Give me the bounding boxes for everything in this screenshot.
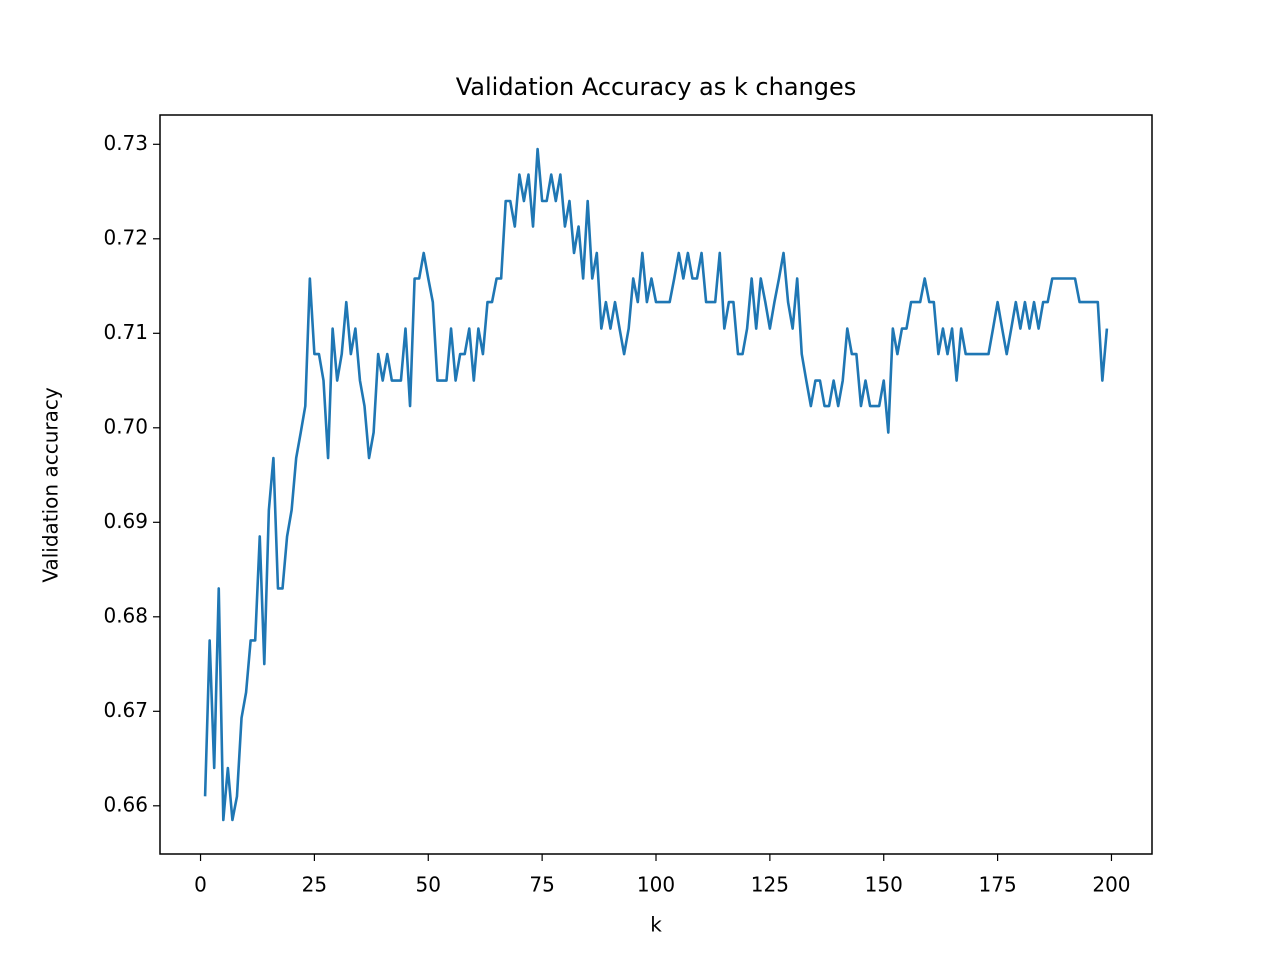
y-tick-label: 0.71 [103, 320, 148, 344]
plot-frame [159, 114, 1153, 855]
x-tick-label: 25 [302, 873, 327, 897]
y-tick-label: 0.73 [103, 131, 148, 155]
y-tick-label: 0.70 [103, 414, 148, 438]
x-tick-label: 125 [751, 873, 789, 897]
x-axis-label: k [650, 913, 662, 937]
y-tick-label: 0.72 [103, 225, 148, 249]
x-tick-label: 50 [416, 873, 441, 897]
data-line [203, 147, 1109, 822]
y-tick-label: 0.67 [103, 698, 148, 722]
x-tick-label: 75 [529, 873, 554, 897]
y-axis-label: Validation accuracy [39, 387, 63, 583]
y-tick-label: 0.68 [103, 603, 148, 627]
x-tick-label: 150 [865, 873, 903, 897]
x-tick-label: 200 [1092, 873, 1130, 897]
x-tick-label: 0 [194, 873, 207, 897]
chart-title: Validation Accuracy as k changes [456, 73, 857, 101]
y-tick-label: 0.69 [103, 509, 148, 533]
y-tick-label: 0.66 [103, 792, 148, 816]
x-tick-label: 100 [637, 873, 675, 897]
x-tick-label: 175 [979, 873, 1017, 897]
